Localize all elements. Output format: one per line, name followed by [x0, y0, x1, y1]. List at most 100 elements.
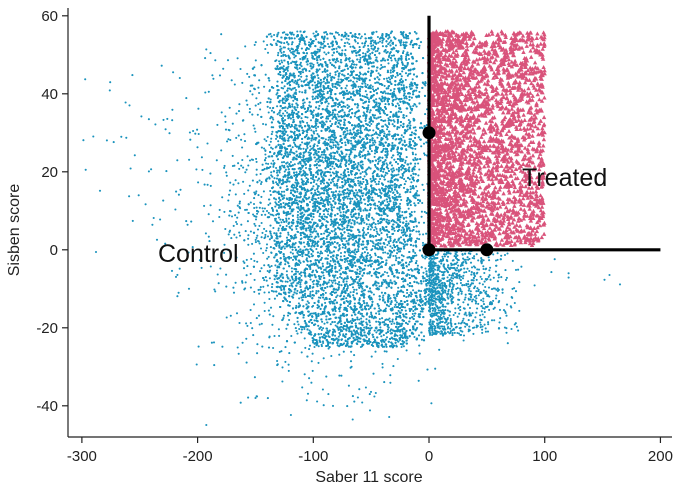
control-point: [394, 259, 398, 262]
control-point: [338, 269, 341, 272]
control-point: [359, 345, 362, 349]
control-point: [354, 148, 357, 151]
control-point: [355, 198, 359, 201]
control-point: [281, 31, 284, 34]
control-point: [350, 314, 353, 317]
control-point: [254, 41, 257, 44]
control-point: [347, 79, 350, 83]
control-point: [414, 251, 417, 255]
control-point: [409, 124, 412, 127]
control-point: [282, 50, 285, 53]
control-point: [362, 52, 365, 55]
control-point: [278, 242, 281, 245]
control-point: [392, 241, 395, 244]
control-point: [342, 133, 345, 136]
control-point: [417, 174, 420, 177]
control-point: [400, 345, 403, 349]
control-point: [312, 185, 315, 188]
control-point: [411, 170, 414, 173]
control-point: [342, 96, 345, 99]
control-point: [329, 341, 332, 344]
control-point: [341, 217, 345, 220]
control-point: [290, 224, 293, 227]
control-point: [396, 334, 399, 337]
control-point: [373, 41, 376, 44]
control-point: [303, 327, 306, 331]
control-point: [345, 280, 348, 283]
control-point: [389, 89, 392, 92]
control-point: [367, 231, 370, 234]
control-point: [379, 201, 382, 204]
control-point: [406, 291, 409, 295]
control-point: [280, 190, 283, 193]
control-point: [277, 140, 280, 143]
control-point: [358, 318, 361, 321]
control-point: [383, 84, 386, 87]
control-point: [283, 42, 286, 45]
control-point: [404, 231, 407, 234]
control-point: [288, 49, 292, 52]
control-point: [360, 146, 363, 149]
control-point: [389, 69, 392, 72]
control-point: [416, 299, 419, 302]
control-point: [386, 204, 389, 207]
control-point: [397, 286, 400, 289]
control-point: [301, 141, 304, 144]
control-point: [359, 340, 362, 343]
control-point: [328, 279, 331, 282]
control-point: [335, 47, 338, 50]
control-point: [387, 55, 390, 58]
control-point: [320, 41, 323, 44]
control-point: [403, 183, 406, 186]
control-point: [368, 338, 371, 341]
control-point: [382, 334, 385, 337]
control-point: [394, 254, 397, 258]
control-point: [312, 63, 315, 66]
control-point: [378, 317, 381, 321]
control-point: [374, 252, 377, 255]
control-point: [321, 340, 325, 343]
control-point: [279, 136, 282, 140]
control-point: [365, 325, 368, 328]
control-point: [363, 326, 366, 329]
control-point: [410, 181, 413, 184]
control-point: [381, 245, 384, 248]
control-point: [318, 68, 321, 71]
control-point: [317, 206, 321, 209]
control-point: [405, 156, 408, 159]
control-point: [330, 147, 333, 150]
control-point: [377, 41, 380, 44]
control-point: [370, 150, 373, 153]
control-point: [423, 295, 426, 298]
control-point: [412, 46, 415, 49]
control-point: [275, 177, 279, 180]
control-point: [336, 207, 339, 210]
control-point: [400, 83, 403, 86]
control-point: [275, 221, 278, 224]
control-point: [386, 152, 389, 155]
control-point: [295, 304, 298, 307]
control-point: [328, 318, 331, 321]
control-point: [360, 66, 363, 69]
control-point: [404, 159, 407, 162]
control-point: [393, 158, 396, 161]
control-point: [288, 180, 291, 183]
control-point: [375, 312, 378, 315]
control-point: [383, 132, 386, 135]
control-point: [309, 292, 312, 296]
control-point: [417, 162, 420, 165]
control-point: [343, 121, 346, 124]
control-point: [343, 342, 346, 345]
control-point: [338, 186, 342, 189]
control-point: [291, 285, 294, 288]
control-point: [412, 309, 415, 313]
control-point: [354, 176, 357, 179]
control-point: [341, 246, 344, 249]
control-point: [329, 72, 332, 75]
control-point: [377, 180, 381, 183]
control-point: [404, 309, 407, 312]
control-point: [352, 294, 355, 297]
control-point: [278, 126, 281, 129]
points-layer: [82, 29, 622, 427]
control-point: [326, 42, 330, 46]
